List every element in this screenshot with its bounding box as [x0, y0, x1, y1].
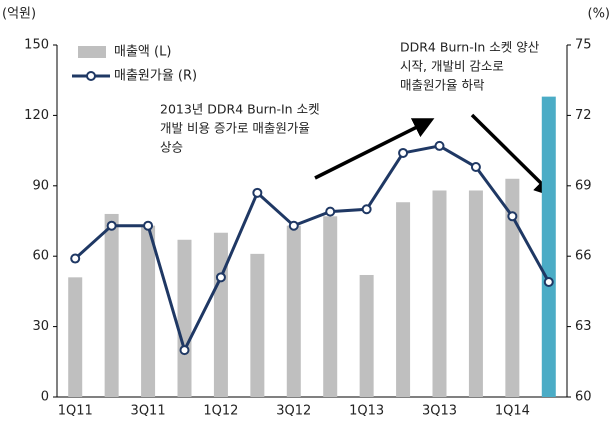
- line-marker: [325, 206, 336, 217]
- bar: [541, 96, 556, 398]
- line-marker: [179, 345, 190, 356]
- bar: [250, 253, 265, 397]
- annotation: 2013년 DDR4 Burn-In 소켓: [160, 102, 320, 117]
- y2-tick-label: 69: [575, 178, 592, 193]
- y-tick-label: 60: [32, 249, 49, 264]
- annotation: 매출원가율 하락: [400, 78, 485, 93]
- line-marker: [507, 211, 518, 222]
- line-marker: [361, 204, 372, 215]
- y2-tick-label: 66: [575, 249, 592, 264]
- bar: [68, 277, 83, 397]
- annotation: 개발 비용 증가로 매출원가율: [160, 121, 310, 136]
- x-tick-label: 1Q12: [203, 404, 238, 419]
- x-tick-label: 3Q13: [422, 404, 457, 419]
- line-marker: [252, 187, 263, 198]
- y-axis-label: (억원): [2, 7, 36, 22]
- line-marker: [470, 162, 481, 173]
- y-tick-label: 90: [32, 178, 49, 193]
- line-marker: [434, 140, 445, 151]
- x-tick-label: 1Q14: [495, 404, 530, 419]
- annotation: 시작, 개발비 감소로: [400, 59, 504, 74]
- bar: [286, 225, 301, 397]
- arrow: [314, 118, 435, 180]
- line-marker: [398, 147, 409, 158]
- bar: [468, 190, 483, 397]
- y2-axis-label: (%): [588, 7, 611, 22]
- y2-tick-label: 72: [575, 108, 592, 123]
- bar: [396, 202, 411, 397]
- line-marker: [543, 277, 554, 288]
- y2-tick-label: 60: [575, 390, 592, 405]
- y-tick-label: 150: [24, 38, 49, 53]
- bar: [177, 239, 192, 397]
- bar: [432, 190, 447, 397]
- line-marker: [70, 253, 81, 264]
- bar: [104, 213, 119, 397]
- annotation: 상승: [160, 140, 183, 155]
- y2-tick-label: 75: [575, 38, 592, 53]
- legend-swatch: [78, 46, 106, 58]
- bar: [505, 178, 520, 397]
- annotation: DDR4 Burn-In 소켓 양산: [400, 40, 540, 55]
- x-tick-label: 3Q11: [131, 404, 166, 419]
- legend-marker: [86, 71, 96, 81]
- line-marker: [215, 272, 226, 283]
- legend-label: 매출액 (L): [114, 45, 171, 60]
- y-tick-label: 30: [32, 319, 49, 334]
- legend-label: 매출원가율 (R): [114, 69, 197, 84]
- bar: [141, 225, 156, 397]
- line-marker: [143, 220, 154, 231]
- x-tick-label: 1Q13: [349, 404, 384, 419]
- line: [74, 144, 551, 355]
- line-marker: [288, 220, 299, 231]
- y2-tick-label: 63: [575, 319, 592, 334]
- bar: [213, 232, 228, 397]
- x-tick-label: 1Q11: [58, 404, 93, 419]
- bar: [323, 216, 338, 397]
- bar: [359, 274, 374, 397]
- x-tick-label: 3Q12: [276, 404, 311, 419]
- y-tick-label: 120: [24, 108, 49, 123]
- y-tick-label: 0: [41, 390, 49, 405]
- arrow: [470, 113, 556, 198]
- line-marker: [106, 220, 117, 231]
